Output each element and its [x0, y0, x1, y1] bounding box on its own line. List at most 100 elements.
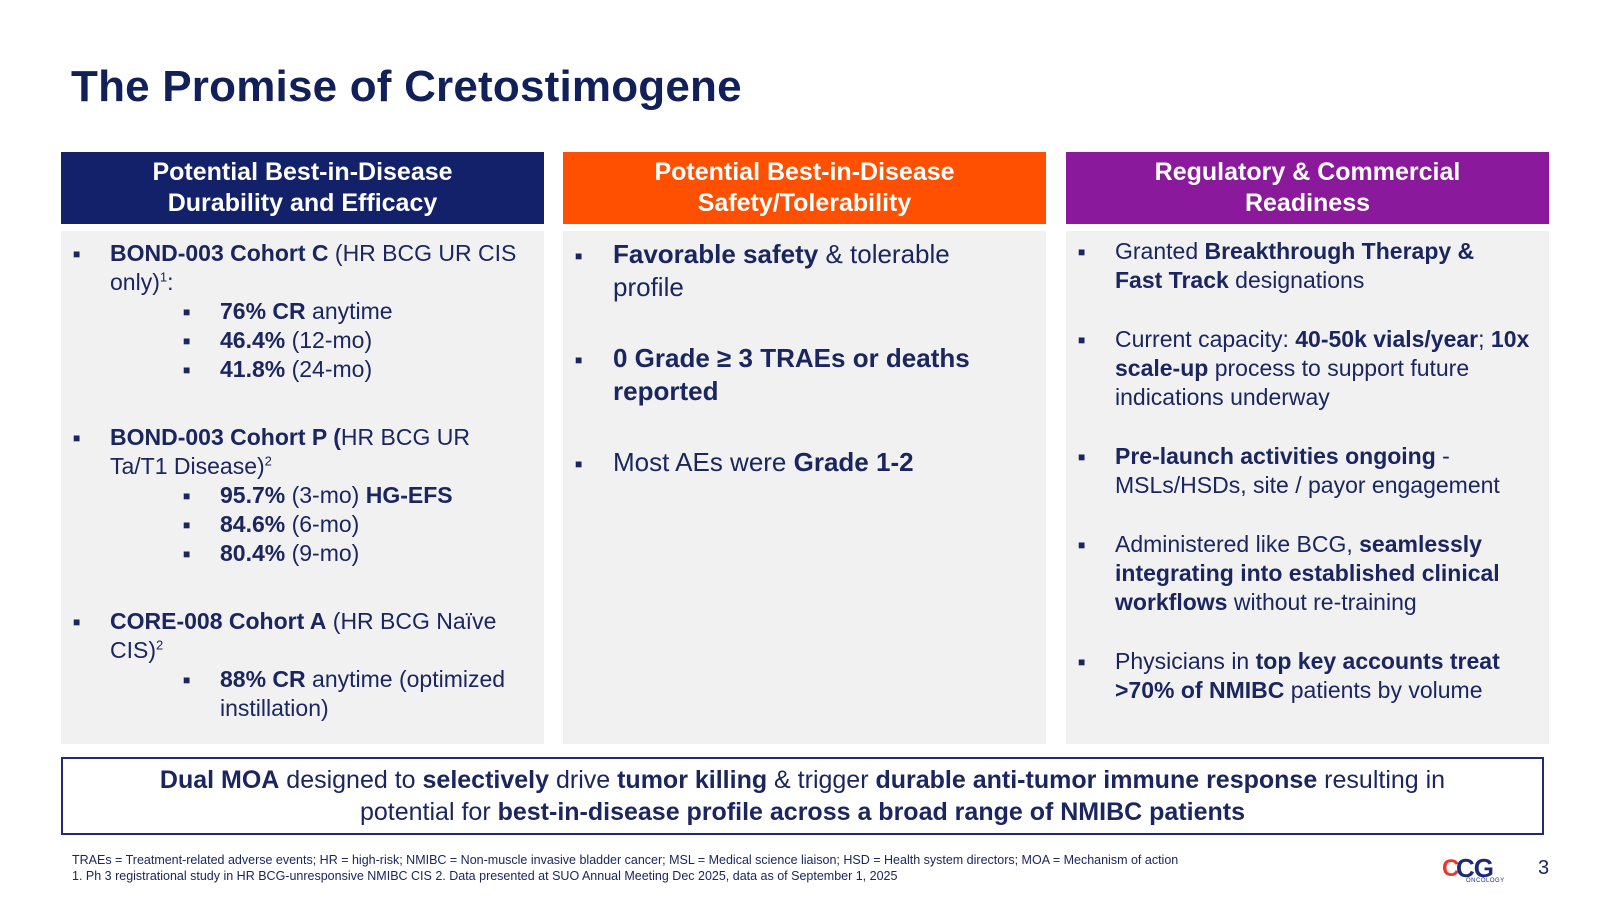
sub-bullet-icon: ■: [183, 363, 191, 377]
bullet-text: Administered like BCG,: [1115, 531, 1360, 557]
sub-bullet-text: (9-mo): [285, 540, 360, 566]
bullet-text: Physicians in: [1115, 648, 1256, 674]
column-header-line: Potential Best-in-Disease: [654, 158, 955, 186]
callout-line: potential for best-in-disease profile ac…: [360, 796, 1245, 828]
bullet-bold: Pre-launch activities ongoing: [1115, 443, 1436, 469]
bullet-text: ;: [1478, 326, 1491, 352]
footnote-references: 1. Ph 3 registrational study in HR BCG-u…: [72, 869, 898, 883]
sub-bullet-bold: 76% CR: [220, 298, 306, 324]
sub-bullet: ■ 95.7% (3-mo) HG-EFS: [110, 481, 526, 510]
bullet-text: without re-training: [1227, 589, 1417, 615]
sub-bullet-bold: 46.4%: [220, 327, 286, 353]
bullet-text: HR BCG UR Ta/T1 Disease): [110, 424, 470, 479]
footnote-abbreviations: TRAEs = Treatment-related adverse events…: [72, 853, 1179, 867]
column-header-line: Potential Best-in-Disease: [152, 158, 453, 186]
bullet-text: (HR BCG Naïve CIS): [110, 608, 497, 663]
footnote-ref: 2: [264, 453, 272, 469]
bullet-icon: ■: [1078, 450, 1086, 464]
bullet-bold: Breakthrough Therapy &: [1204, 238, 1475, 264]
bullet-designations: ■ Granted Breakthrough Therapy & Fast Tra…: [1066, 237, 1549, 295]
column-regulatory-commercial: Regulatory & Commercial Readiness ■ Gran…: [1066, 152, 1549, 744]
bullet-bold: BOND-003 Cohort C: [110, 240, 329, 266]
bullet-favorable-safety: ■ Favorable safety & tolerable profile: [563, 238, 1046, 304]
bullet-icon: ■: [1078, 655, 1086, 669]
bullet-bold: Grade 1-2: [793, 447, 914, 477]
page-number: 3: [1538, 857, 1550, 879]
bullet-bond003-cohort-c: ■ BOND-003 Cohort C (HR BCG UR CIS only)…: [61, 239, 544, 384]
bullet-text: Most AEs were: [613, 447, 794, 477]
sub-bullet-text: (6-mo): [285, 511, 360, 537]
callout-text: designed to: [279, 766, 423, 794]
column-header-line: Regulatory & Commercial: [1154, 158, 1461, 186]
callout-bold: selectively: [422, 766, 550, 794]
logo-mark-icon: C: [1442, 855, 1460, 882]
sub-bullet: ■ 88% CR anytime (optimized instillation): [110, 665, 526, 723]
bullet-text: Current capacity:: [1115, 326, 1296, 352]
bullet-text: :: [167, 269, 174, 295]
bullet-bold: BOND-003 Cohort P (: [110, 424, 341, 450]
sub-bullet: ■ 76% CR anytime: [110, 297, 526, 326]
sub-bullet-icon: ■: [183, 518, 191, 532]
bullet-text: process to support future indications un…: [1115, 355, 1470, 410]
sub-bullet: ■ 80.4% (9-mo): [110, 539, 526, 568]
bullet-text: patients by volume: [1284, 677, 1483, 703]
bullet-bold: 10x scale-up: [1115, 326, 1530, 381]
column-header-line: Readiness: [1244, 189, 1371, 217]
bullet-bold: Fast Track: [1115, 267, 1229, 293]
sub-bullet-bold: HG-EFS: [365, 482, 453, 508]
callout-text: potential for: [360, 798, 498, 826]
sub-bullet-icon: ■: [183, 673, 191, 687]
footnote-ref: 1: [159, 269, 168, 285]
sub-bullet-bold: 41.8%: [220, 356, 286, 382]
callout-bold: durable anti-tumor immune response: [875, 766, 1318, 794]
bullet-bond003-cohort-p: ■ BOND-003 Cohort P (HR BCG UR Ta/T1 Dis…: [61, 423, 544, 568]
bullet-bold: 40-50k vials/year: [1295, 326, 1479, 352]
footnote-ref: 2: [156, 637, 164, 653]
moa-callout-box: Dual MOA designed to selectively drive t…: [61, 757, 1544, 835]
column-header-line: Safety/Tolerability: [697, 189, 912, 217]
bullet-bold: top key accounts treat >70% of NMIBC: [1115, 648, 1500, 703]
bullet-capacity: ■ Current capacity: 40-50k vials/year; 1…: [1066, 325, 1549, 412]
bullet-administered: ■ Administered like BCG, seamlessly inte…: [1066, 530, 1549, 617]
bullet-bold: seamlessly integrating into established …: [1115, 531, 1500, 615]
bullet-icon: ■: [1078, 245, 1086, 259]
column-body: ■ Favorable safety & tolerable profile ■…: [563, 231, 1046, 744]
sub-bullet-text: (12-mo): [285, 327, 373, 353]
bullet-text: & tolerable profile: [613, 239, 950, 302]
sub-bullet-text: anytime (optimized instillation): [220, 666, 506, 721]
sub-bullet: ■ 84.6% (6-mo): [110, 510, 526, 539]
callout-bold: tumor killing: [617, 766, 768, 794]
bullet-icon: ■: [73, 247, 81, 261]
sub-bullet-text: (24-mo): [285, 356, 373, 382]
bullet-icon: ■: [575, 249, 583, 263]
bullet-icon: ■: [1078, 333, 1086, 347]
bullet-icon: ■: [73, 431, 81, 445]
sub-bullet: ■ 46.4% (12-mo): [110, 326, 526, 355]
sub-bullet-bold: 95.7%: [220, 482, 286, 508]
bullet-icon: ■: [575, 457, 583, 471]
sub-bullet-icon: ■: [183, 305, 191, 319]
bullet-text: (HR BCG UR CIS only): [110, 240, 517, 295]
column-safety-tolerability: Potential Best-in-Disease Safety/Tolerab…: [563, 152, 1046, 744]
bullet-pre-launch: ■ Pre-launch activities ongoing - MSLs/H…: [1066, 442, 1549, 500]
column-header-safety: Potential Best-in-Disease Safety/Tolerab…: [563, 152, 1046, 224]
sub-bullet-icon: ■: [183, 489, 191, 503]
column-body: ■ Granted Breakthrough Therapy & Fast Tra…: [1066, 231, 1549, 744]
bullet-icon: ■: [575, 353, 583, 367]
bullet-text: designations: [1228, 267, 1365, 293]
sub-bullet: ■ 41.8% (24-mo): [110, 355, 526, 384]
column-header-line: Durability and Efficacy: [167, 189, 438, 217]
column-body: ■ BOND-003 Cohort C (HR BCG UR CIS only)…: [61, 231, 544, 744]
bullet-physicians: ■ Physicians in top key accounts treat >…: [1066, 647, 1549, 705]
column-header-regulatory: Regulatory & Commercial Readiness: [1066, 152, 1549, 224]
bullet-icon: ■: [73, 615, 81, 629]
sub-bullet-bold: 88% CR: [220, 666, 306, 692]
logo-subtext: ONCOLOGY: [1466, 878, 1505, 884]
slide-title: The Promise of Cretostimogene: [71, 62, 742, 111]
logo-wordmark: CG: [1456, 853, 1494, 883]
bullet-icon: ■: [1078, 538, 1086, 552]
sub-bullet-text: anytime: [305, 298, 393, 324]
callout-line: Dual MOA designed to selectively drive t…: [160, 764, 1445, 796]
callout-text: & trigger: [767, 766, 876, 794]
footnotes: TRAEs = Treatment-related adverse events…: [72, 852, 1178, 884]
